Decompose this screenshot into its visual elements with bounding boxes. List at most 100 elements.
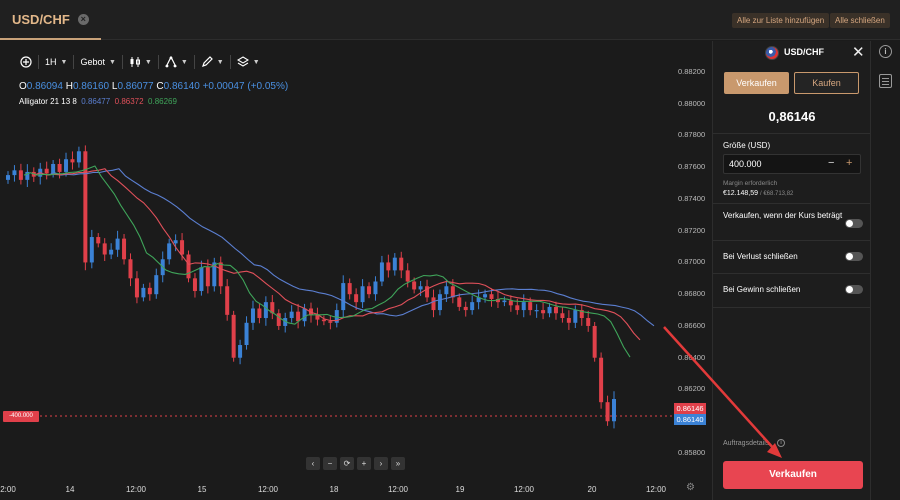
tab-buy[interactable]: Kaufen <box>794 72 859 94</box>
size-input[interactable]: 400.000 <box>729 159 762 169</box>
order-panel: USD/CHF ✕ Verkaufen Kaufen 0,86146 Größe… <box>712 41 871 500</box>
y-tick-label: 0.86600 <box>678 320 706 330</box>
candle-body <box>579 310 584 319</box>
increment-button[interactable]: + <box>846 157 853 169</box>
zoom-in-button[interactable]: + <box>357 457 371 470</box>
size-label: Größe (USD) <box>723 141 771 150</box>
tab-usd-chf[interactable]: USD/CHF × <box>0 0 101 40</box>
gear-icon[interactable]: ⚙ <box>686 482 695 493</box>
candle-body <box>270 302 275 314</box>
candle-body <box>141 287 146 298</box>
candle-body <box>296 311 301 322</box>
sell-submit-button[interactable]: Verkaufen <box>723 461 863 489</box>
price-chart[interactable]: 1H ▼ Gebot ▼ ▼ ▼ ▼ <box>0 41 712 500</box>
candle-body <box>502 300 507 303</box>
candle-body <box>483 294 488 298</box>
toggle-take-profit-label: Bei Gewinn schließen <box>723 285 801 294</box>
candle-body <box>437 294 442 311</box>
candle-body <box>547 306 552 314</box>
decrement-button[interactable]: − <box>828 157 835 169</box>
indicator-teeth-value: 0.86372 <box>114 97 144 106</box>
scroll-end-button[interactable]: » <box>391 457 405 470</box>
indicator-name: Alligator 21 13 8 <box>19 97 77 106</box>
panel-price: 0,86146 <box>768 109 816 124</box>
interval-select[interactable]: 1H ▼ <box>41 53 71 71</box>
scroll-right-button[interactable]: › <box>374 457 388 470</box>
candle-body <box>250 308 255 323</box>
high-label: H <box>65 81 73 92</box>
candle-body <box>57 163 62 172</box>
candle-body <box>238 345 243 358</box>
close-icon[interactable]: ✕ <box>852 44 865 61</box>
top-bar: USD/CHF × Alle zur Liste hinzufügen Alle… <box>0 0 900 40</box>
x-tick-label: 12:00 <box>257 485 279 494</box>
interval-label: 1H <box>45 57 57 67</box>
indicators-button[interactable]: ▼ <box>161 53 192 71</box>
candle-body <box>102 243 107 255</box>
x-tick-label: 12:00 <box>645 485 667 494</box>
close-value: 0.86140 <box>163 81 200 92</box>
indicator-legend[interactable]: Alligator 21 13 8 0.86477 0.86372 0.8626… <box>19 97 177 106</box>
candle-body <box>463 306 468 311</box>
list-icon[interactable] <box>879 74 892 88</box>
chevron-down-icon: ▼ <box>180 58 188 66</box>
x-tick-label: 12:00 <box>513 485 535 494</box>
candle-body <box>167 243 172 260</box>
layers-button[interactable]: ▼ <box>233 53 264 71</box>
chart-canvas[interactable] <box>0 41 712 500</box>
x-tick-label: 18 <box>329 485 339 494</box>
candle-body <box>347 283 352 295</box>
scroll-left-button[interactable]: ‹ <box>306 457 320 470</box>
margin-total: / €68.713,82 <box>760 191 794 197</box>
crosshair-add-icon[interactable] <box>16 53 36 71</box>
candle-body <box>425 286 430 298</box>
candle-body <box>76 151 81 163</box>
candle-body <box>573 310 578 323</box>
y-tick-label: 0.86400 <box>678 352 706 362</box>
alligator-teeth-line <box>33 168 641 341</box>
size-stepper[interactable]: 400.000 − + <box>723 154 861 174</box>
x-tick-label: 2:00 <box>0 485 16 494</box>
chevron-down-icon: ▼ <box>144 58 152 66</box>
close-icon[interactable]: × <box>77 13 89 25</box>
candle-body <box>412 281 417 290</box>
candle-body <box>592 325 597 358</box>
candle-body <box>276 313 281 326</box>
ohlc-readout: O0.86094 H0.86160 L0.86077 C0.86140 +0.0… <box>19 81 288 92</box>
toggle-sell-at-price[interactable] <box>845 219 863 228</box>
high-value: 0.86160 <box>72 81 110 92</box>
candle-body <box>560 313 565 319</box>
candle-type-button[interactable]: ▼ <box>125 53 156 71</box>
toggle-stop-loss[interactable] <box>845 252 863 261</box>
candle-body <box>173 240 178 244</box>
candle-body <box>83 151 88 263</box>
draw-button[interactable]: ▼ <box>197 53 228 71</box>
info-icon[interactable]: i <box>777 439 785 447</box>
position-tag[interactable]: -400.000 <box>3 411 39 422</box>
close-all-button[interactable]: Alle schließen <box>830 13 890 28</box>
candle-body <box>109 249 114 255</box>
open-value: 0.86094 <box>26 81 63 92</box>
price-type-select[interactable]: Gebot ▼ <box>76 53 119 71</box>
margin-value: €12.148,59 / €68.713,82 <box>723 190 793 197</box>
info-icon[interactable]: i <box>879 45 892 58</box>
candle-body <box>444 286 449 295</box>
candle-body <box>321 319 326 322</box>
close-label: C <box>156 81 164 92</box>
chevron-down-icon: ▼ <box>60 58 68 66</box>
add-to-list-button[interactable]: Alle zur Liste hinzufügen <box>732 13 830 28</box>
candle-body <box>154 275 159 295</box>
candle-body <box>431 297 436 311</box>
candle-body <box>605 402 610 422</box>
candle-body <box>541 310 546 314</box>
candle-body <box>205 267 210 287</box>
zoom-out-button[interactable]: − <box>323 457 337 470</box>
tab-sell[interactable]: Verkaufen <box>724 72 789 94</box>
reset-button[interactable]: ⟳ <box>340 457 354 470</box>
panel-header: USD/CHF ✕ <box>713 41 871 65</box>
candle-body <box>315 314 320 320</box>
toggle-take-profit[interactable] <box>845 285 863 294</box>
alligator-jaw-line <box>47 168 655 327</box>
candle-body <box>180 240 185 255</box>
order-details-label[interactable]: Auftragsdetails <box>723 440 770 447</box>
